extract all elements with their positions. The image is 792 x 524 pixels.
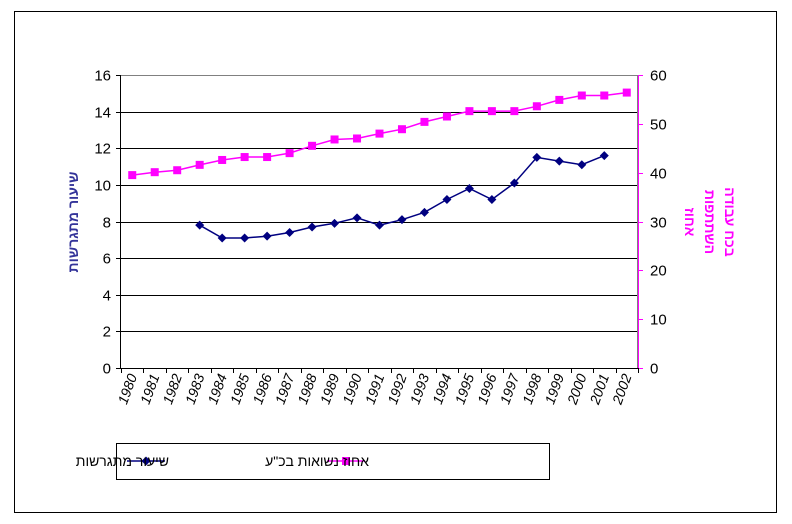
data-point-series-1 [353,134,362,143]
right-axis-tick-label: 0 [650,361,658,378]
data-point-series-0 [262,231,272,241]
data-point-series-0 [352,213,362,223]
legend-item-divorce: שיעור מתגרשות [76,453,169,469]
data-point-series-0 [285,227,295,237]
right-axis-tick-label: 10 [650,312,667,329]
left-axis-title: שיעור מתגרשות [65,172,81,273]
data-point-series-1 [420,117,429,126]
left-axis-tick-label: 0 [103,361,111,378]
data-point-series-0 [509,178,519,188]
data-point-series-0 [240,233,250,243]
data-point-series-1 [128,171,137,180]
data-point-series-0 [464,184,474,194]
right-axis-tick-label: 20 [650,263,667,280]
legend-marker-participation [342,457,350,465]
data-point-series-1 [285,149,294,158]
data-point-series-0 [419,207,429,217]
legend: שיעור מתגרשות אחוז נשואות בכ"ע [76,443,550,480]
data-point-series-1 [555,95,564,104]
legend-label-participation: אחוז נשואות בכ"ע [265,453,369,469]
chart-area-border [14,11,777,513]
data-point-series-1 [375,129,384,138]
data-point-series-1 [577,91,586,100]
left-axis-tick-label: 6 [103,251,111,268]
right-axis-tick-label: 30 [650,215,667,232]
left-axis-tick-label: 4 [103,288,111,305]
data-point-series-0 [442,195,452,205]
series-layer [128,88,631,243]
data-point-series-1 [240,153,249,162]
right-axis-tick-label: 60 [650,68,667,85]
data-point-series-1 [195,160,204,169]
right-axis-tick-label: 50 [650,117,667,134]
right-axis-title-line3: בכח עבודה [722,187,738,256]
right-axis-title-line2: השתתפות [702,190,718,254]
data-point-series-1 [487,107,496,116]
data-point-series-1 [150,168,159,177]
right-axis-tick-label: 40 [650,166,667,183]
left-axis-tick-label: 14 [94,105,111,122]
data-point-series-0 [330,218,340,228]
data-point-series-0 [375,220,384,230]
left-axis-tick-label: 16 [94,68,111,85]
data-point-series-1 [330,135,339,144]
legend-marker-divorce [141,456,151,466]
legend-label-divorce: שיעור מתגרשות [76,453,169,469]
data-point-series-0 [195,220,205,230]
data-point-series-1 [600,91,609,100]
left-axis-tick-label: 8 [103,215,111,232]
data-point-series-0 [554,156,564,166]
data-point-series-0 [577,160,587,170]
data-point-series-1 [308,141,317,150]
data-point-series-0 [532,152,542,162]
data-point-series-0 [217,233,227,243]
data-point-series-1 [622,88,631,97]
grid-layer [121,112,638,332]
data-point-series-1 [218,155,227,164]
data-point-series-1 [173,166,182,175]
data-point-series-0 [599,151,609,161]
data-point-series-1 [510,107,519,116]
legend-item-participation: אחוז נשואות בכ"ע [265,453,369,469]
right-axis-title-line1: אחוז [682,208,698,237]
data-point-series-1 [465,107,474,116]
data-point-series-0 [487,195,497,205]
data-point-series-1 [532,102,541,111]
left-axis-tick-label: 2 [103,324,111,341]
data-point-series-0 [397,215,407,225]
left-axis-tick-label: 10 [94,178,111,195]
data-point-series-0 [307,222,317,232]
data-point-series-1 [442,112,451,121]
data-point-series-1 [397,125,406,134]
data-point-series-1 [263,153,272,162]
left-axis-tick-label: 12 [94,141,111,158]
